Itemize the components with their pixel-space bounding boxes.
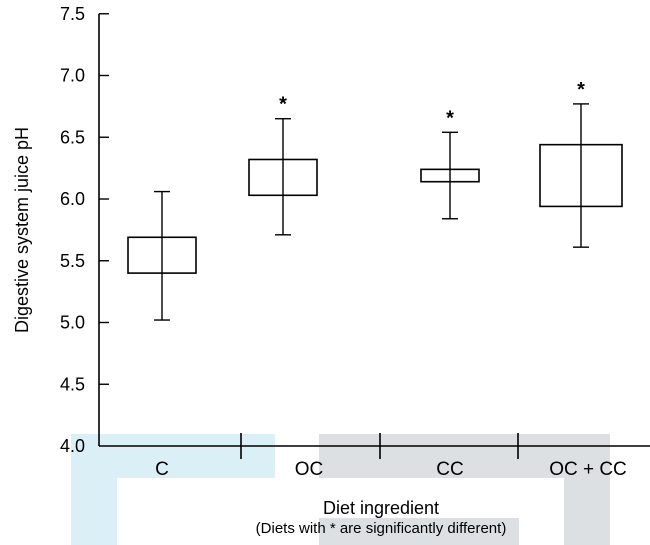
box-rect — [248, 158, 318, 197]
significance-marker: * — [577, 79, 585, 101]
y-tick-label: 5.0 — [60, 313, 85, 333]
axes — [98, 13, 650, 459]
significance-marker: * — [446, 107, 454, 129]
y-axis-title: Digestive system juice pH — [12, 127, 32, 333]
boxes: * * * — [127, 79, 623, 321]
significance-note: (Diets with * are significantly differen… — [256, 520, 507, 537]
box-rect — [539, 143, 623, 208]
highlight-band-cc-stem — [564, 478, 610, 545]
x-category-label: OC + CC — [549, 459, 627, 480]
x-category-label: CC — [436, 459, 463, 480]
box-cc: * — [420, 107, 480, 220]
x-axis-categories: C OC CC OC + CC — [155, 459, 627, 480]
y-tick-label: 4.5 — [60, 374, 85, 394]
box-oc-cc: * — [539, 79, 623, 248]
highlight-band-cc — [319, 434, 610, 478]
highlight-band-c — [71, 434, 275, 478]
highlight-band-c-stem — [71, 478, 117, 545]
x-category-label: C — [155, 459, 169, 480]
box-c — [127, 190, 197, 321]
y-axis-ticks: 4.0 4.5 5.0 5.5 6.0 6.5 7.0 7.5 — [60, 4, 109, 456]
y-tick-label: 6.0 — [60, 189, 85, 209]
y-tick-label: 6.5 — [60, 127, 85, 147]
box-rect — [127, 236, 197, 274]
y-tick-label: 4.0 — [60, 436, 85, 456]
x-axis-title: Diet ingredient — [323, 498, 439, 518]
y-tick-label: 7.0 — [60, 66, 85, 86]
significance-marker: * — [279, 94, 287, 116]
highlight-band-note — [319, 518, 519, 545]
x-category-label: OC — [295, 459, 324, 480]
y-tick-label: 7.5 — [60, 4, 85, 24]
box-rect — [420, 168, 480, 183]
y-tick-label: 5.5 — [60, 251, 85, 271]
box-oc: * — [248, 94, 318, 236]
